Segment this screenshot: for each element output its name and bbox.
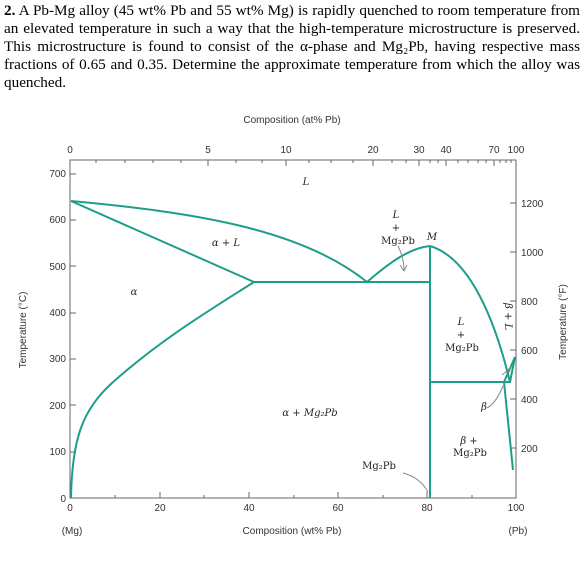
right-axis-title: Temperature (°F) (558, 284, 569, 360)
bottom-tick-0: 0 (67, 503, 73, 514)
left-tick-100: 100 (49, 447, 66, 458)
liquidus-mg-side (70, 200, 368, 283)
top-tick-100: 100 (508, 145, 525, 156)
label-alpha-plus-l: α + L (212, 238, 240, 249)
liquidus-m-right (429, 245, 511, 383)
callout-beta (486, 385, 504, 409)
problem-number: 2. (4, 2, 16, 19)
top-tick-10: 10 (280, 145, 292, 156)
label-alpha: α (131, 287, 138, 298)
right-tick-600: 600 (521, 346, 538, 357)
liquidus-to-m (366, 245, 431, 283)
right-tick-200: 200 (521, 444, 538, 455)
callout-mg2pb-bottom (402, 472, 429, 493)
left-axis-title: Temperature (°C) (18, 292, 29, 369)
label-congruent-m: M (426, 232, 438, 243)
label-beta-plus-mg2pb-compound: Mg₂Pb (453, 448, 487, 459)
right-tick-400: 400 (521, 395, 538, 406)
top-tick-0: 0 (67, 145, 73, 156)
phase-boundaries (70, 200, 516, 499)
bottom-axis-title: Composition (wt% Pb) (243, 526, 342, 537)
right-tick-1000: 1000 (521, 248, 544, 259)
top-tick-40: 40 (440, 145, 452, 156)
left-tick-0: 0 (60, 494, 66, 505)
callout-l-mg2pb (397, 245, 405, 271)
label-l-mg2pb-right-compound: Mg₂Pb (445, 343, 479, 354)
solvus-alpha (70, 281, 255, 499)
right-tick-1200: 1200 (521, 199, 544, 210)
label-beta-plus-l: β + L (502, 302, 513, 331)
bottom-tick-80: 80 (421, 503, 433, 514)
bottom-end-pb: (Pb) (509, 526, 528, 537)
label-liquid: L (302, 177, 310, 188)
left-tick-600: 600 (49, 215, 66, 226)
callout-beta-l (501, 365, 513, 376)
problem-statement: 2. A Pb-Mg alloy (45 wt% Pb and 55 wt% M… (4, 2, 580, 92)
label-l-mg2pb-plus: + (392, 223, 400, 234)
left-tick-700: 700 (49, 169, 66, 180)
label-l-mg2pb-right-plus: + (457, 330, 465, 341)
top-tick-30: 30 (413, 145, 425, 156)
solvus-beta (503, 381, 514, 471)
label-mg2pb-bottom: Mg₂Pb (362, 461, 396, 472)
label-l-mg2pb-l: L (392, 210, 400, 221)
callout-l-mg2pb-arrow (399, 264, 408, 272)
plot-frame (69, 159, 517, 499)
top-tick-20: 20 (367, 145, 379, 156)
bottom-tick-40: 40 (243, 503, 255, 514)
callout-lines (397, 245, 513, 493)
top-axis-title: Composition (at% Pb) (243, 115, 340, 126)
bottom-end-mg: (Mg) (62, 526, 83, 537)
top-tick-70: 70 (488, 145, 500, 156)
label-l-mg2pb-right-l: L (457, 317, 465, 328)
solidus-mg-side (70, 200, 255, 283)
bottom-tick-100: 100 (508, 503, 525, 514)
top-tick-5: 5 (205, 145, 211, 156)
left-tick-400: 400 (49, 308, 66, 319)
label-alpha-plus-mg2pb: α + Mg₂Pb (282, 408, 337, 419)
problem-text: A Pb-Mg alloy (45 wt% Pb and 55 wt% Mg) … (4, 2, 580, 91)
label-beta: β (480, 402, 487, 413)
bottom-tick-60: 60 (332, 503, 344, 514)
solidus-beta (503, 356, 516, 383)
left-tick-200: 200 (49, 401, 66, 412)
left-tick-300: 300 (49, 354, 66, 365)
label-l-mg2pb-compound: Mg₂Pb (381, 236, 415, 247)
left-tick-500: 500 (49, 262, 66, 273)
bottom-tick-20: 20 (154, 503, 166, 514)
label-beta-plus-mg2pb-beta: β + (459, 436, 477, 447)
right-tick-800: 800 (521, 297, 538, 308)
